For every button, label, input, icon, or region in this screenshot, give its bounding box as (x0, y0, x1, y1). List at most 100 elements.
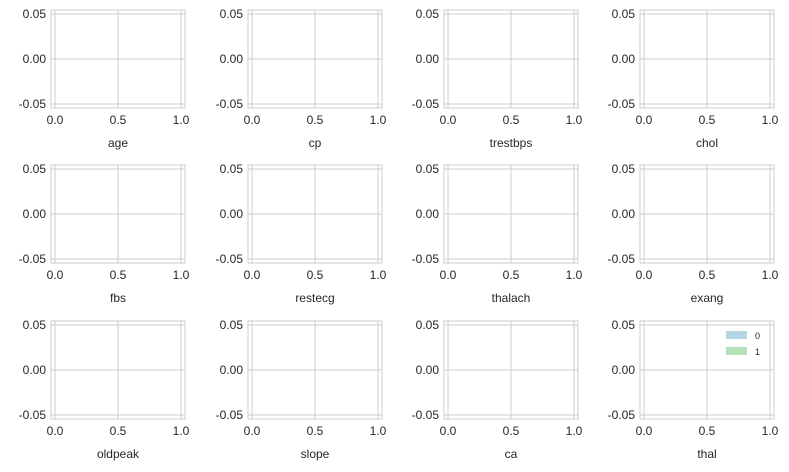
x-tick-label: 0.0 (440, 268, 457, 282)
x-tick-label: 0.5 (307, 113, 324, 127)
x-tick-label: 0.5 (110, 424, 127, 438)
y-tick-label: -0.05 (608, 97, 636, 111)
y-tick-label: -0.05 (608, 408, 636, 422)
legend-label: 0 (755, 331, 760, 341)
y-tick-label: 0.00 (220, 363, 244, 377)
x-axis-label: oldpeak (97, 447, 140, 461)
y-tick-label: -0.05 (19, 97, 47, 111)
y-tick-label: 0.00 (612, 207, 636, 221)
axes-frame (639, 9, 775, 109)
x-tick-label: 1.0 (370, 268, 387, 282)
y-tick-label: -0.05 (608, 252, 636, 266)
x-tick-label: 0.5 (699, 268, 716, 282)
x-tick-label: 0.5 (503, 268, 520, 282)
x-axis-label: thal (697, 447, 716, 461)
subplot-ca: 0.05 0.00 -0.050.0 0.5 1.0 ca (412, 318, 583, 461)
y-tick-label: 0.00 (23, 207, 47, 221)
axes-frame (50, 164, 186, 264)
y-tick-label: -0.05 (412, 408, 440, 422)
y-tick-label: 0.00 (23, 363, 47, 377)
x-tick-label: 0.0 (244, 424, 261, 438)
x-tick-label: 1.0 (370, 113, 387, 127)
legend: 01 (726, 331, 760, 357)
y-tick-label: 0.05 (220, 318, 244, 332)
y-tick-label: 0.05 (416, 318, 440, 332)
x-tick-label: 0.0 (440, 424, 457, 438)
x-tick-label: 0.5 (699, 113, 716, 127)
x-axis-label: thalach (492, 291, 531, 305)
x-tick-label: 1.0 (762, 424, 779, 438)
x-tick-label: 0.5 (110, 268, 127, 282)
y-tick-label: -0.05 (412, 252, 440, 266)
legend-label: 1 (755, 347, 760, 357)
x-tick-label: 0.0 (47, 424, 64, 438)
x-tick-label: 0.0 (636, 268, 653, 282)
x-tick-label: 1.0 (566, 113, 583, 127)
x-tick-label: 0.5 (110, 113, 127, 127)
y-tick-label: -0.05 (216, 97, 244, 111)
x-axis-label: age (108, 136, 128, 150)
x-tick-label: 0.0 (244, 113, 261, 127)
subplot-exang: 0.05 0.00 -0.050.0 0.5 1.0 exang (608, 162, 779, 305)
x-axis-label: chol (696, 136, 718, 150)
legend-swatch (726, 331, 747, 339)
axes-frame (443, 320, 579, 420)
x-tick-label: 0.5 (307, 268, 324, 282)
axes-frame (639, 164, 775, 264)
y-tick-label: -0.05 (19, 252, 47, 266)
y-tick-label: 0.05 (220, 162, 244, 176)
axes-frame (247, 9, 383, 109)
x-axis-label: trestbps (490, 136, 533, 150)
y-tick-label: 0.05 (612, 7, 636, 21)
x-tick-label: 1.0 (173, 268, 190, 282)
y-tick-label: 0.00 (612, 52, 636, 66)
axes-frame (247, 164, 383, 264)
x-axis-label: slope (301, 447, 330, 461)
x-axis-label: cp (309, 136, 322, 150)
y-tick-label: -0.05 (19, 408, 47, 422)
y-tick-label: -0.05 (412, 97, 440, 111)
subplot-slope: 0.05 0.00 -0.050.0 0.5 1.0 slope (216, 318, 387, 461)
x-tick-label: 1.0 (566, 268, 583, 282)
x-tick-label: 0.0 (636, 113, 653, 127)
subplot-trestbps: 0.05 0.00 -0.050.0 0.5 1.0 trestbps (412, 7, 583, 150)
axes-frame (443, 164, 579, 264)
x-tick-label: 0.5 (503, 113, 520, 127)
x-tick-label: 0.0 (47, 113, 64, 127)
x-tick-label: 1.0 (566, 424, 583, 438)
axes-frame (50, 320, 186, 420)
legend-swatch (726, 347, 747, 355)
y-tick-label: 0.05 (416, 162, 440, 176)
y-tick-label: 0.00 (220, 52, 244, 66)
y-tick-label: 0.05 (23, 318, 47, 332)
x-axis-label: restecg (295, 291, 334, 305)
axes-frame (247, 320, 383, 420)
subplot-restecg: 0.05 0.00 -0.050.0 0.5 1.0 restecg (216, 162, 387, 305)
x-tick-label: 0.0 (47, 268, 64, 282)
axes-frame (443, 9, 579, 109)
x-tick-label: 1.0 (370, 424, 387, 438)
x-tick-label: 1.0 (173, 113, 190, 127)
subplot-cp: 0.05 0.00 -0.050.0 0.5 1.0 cp (216, 7, 387, 150)
subplot-chol: 0.05 0.00 -0.050.0 0.5 1.0 chol (608, 7, 779, 150)
y-tick-label: 0.05 (612, 318, 636, 332)
x-tick-label: 0.5 (503, 424, 520, 438)
axes-frame (639, 320, 775, 420)
x-tick-label: 0.0 (440, 113, 457, 127)
x-axis-label: fbs (110, 291, 126, 305)
axes-frame (50, 9, 186, 109)
x-tick-label: 0.5 (699, 424, 716, 438)
subplot-fbs: 0.05 0.00 -0.050.0 0.5 1.0 fbs (19, 162, 190, 305)
y-tick-label: 0.00 (612, 363, 636, 377)
x-tick-label: 0.0 (244, 268, 261, 282)
subplot-oldpeak: 0.05 0.00 -0.050.0 0.5 1.0 oldpeak (19, 318, 190, 461)
y-tick-label: 0.05 (23, 7, 47, 21)
y-tick-label: 0.00 (220, 207, 244, 221)
y-tick-label: -0.05 (216, 408, 244, 422)
x-tick-label: 0.0 (636, 424, 653, 438)
y-tick-label: 0.00 (416, 207, 440, 221)
x-axis-label: ca (505, 447, 518, 461)
y-tick-label: 0.05 (612, 162, 636, 176)
